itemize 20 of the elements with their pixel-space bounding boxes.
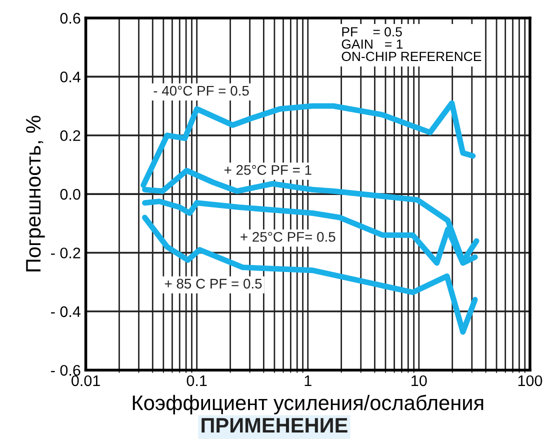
x-axis-title: Коэффициент усиления/ослабления bbox=[132, 394, 484, 414]
annotation: PF = 0.5 GAIN = 1 ON-CHIP REFERENCE bbox=[342, 27, 482, 62]
x-tick-label: 10 bbox=[412, 375, 427, 386]
x-tick-label: 1 bbox=[304, 376, 312, 386]
y-tick-label: 0.4 bbox=[60, 72, 80, 82]
y-tick-label: - 0.6 bbox=[51, 364, 80, 376]
series-label: - 40°C PF = 0.5 bbox=[154, 86, 249, 96]
y-tick-label: - 0.2 bbox=[51, 248, 80, 258]
y-tick-label: 0.0 bbox=[60, 188, 80, 200]
text: ПРИМЕНЕНИЕ bbox=[202, 418, 348, 432]
x-tick-label: 100 bbox=[518, 375, 542, 386]
series-label: + 85 C PF = 0.5 bbox=[164, 278, 262, 289]
y-axis-title: Погрешность, % bbox=[26, 116, 45, 272]
x-tick-label: 0.1 bbox=[186, 375, 207, 386]
series-label: + 25°C PF= 0.5 bbox=[240, 232, 336, 242]
y-tick-label: - 0.4 bbox=[51, 306, 80, 318]
x-tick-label: 0.01 bbox=[72, 375, 100, 386]
y-tick-label: 0.6 bbox=[60, 12, 80, 24]
y-tick-label: 0.2 bbox=[60, 130, 80, 142]
series-label: + 25°C PF = 1 bbox=[224, 165, 312, 175]
